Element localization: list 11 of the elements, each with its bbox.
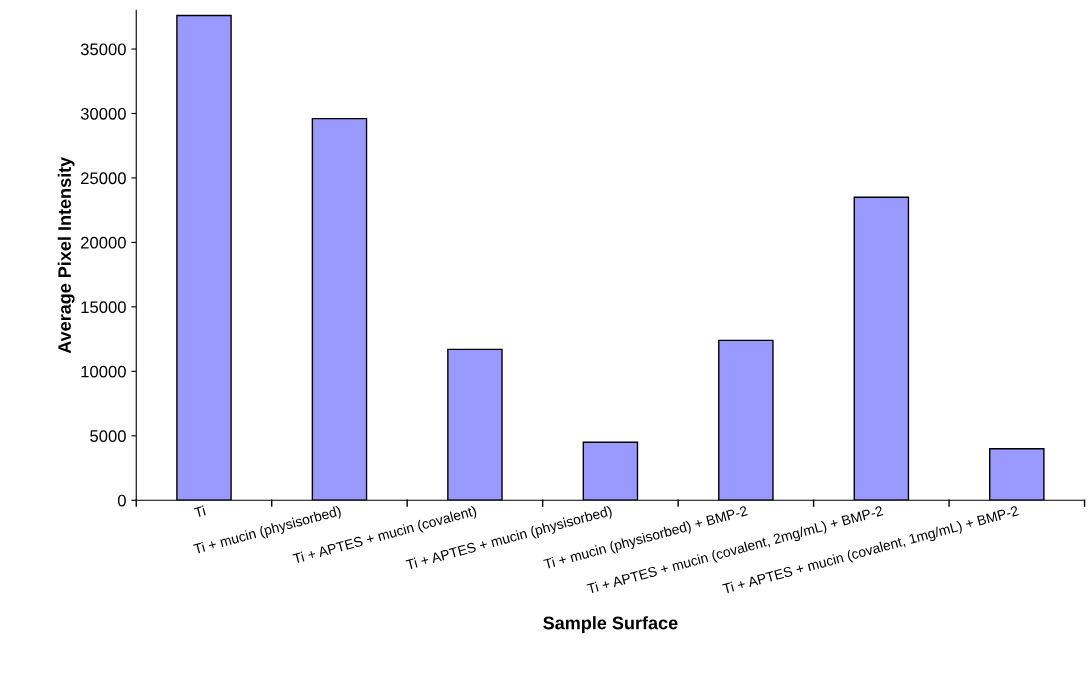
- y-tick-label: 25000: [81, 172, 126, 185]
- y-tick-label: 35000: [80, 43, 126, 56]
- x-axis-title: Sample Surface: [543, 616, 678, 633]
- x-tick-label: Ti: [193, 505, 206, 518]
- y-tick-label: 10000: [81, 365, 126, 378]
- y-tick-label: 20000: [81, 236, 126, 249]
- y-tick-label: 30000: [80, 107, 126, 120]
- y-axis-title: Average Pixel Intensity: [57, 156, 75, 354]
- y-tick-label: 15000: [81, 301, 126, 314]
- y-tick-label: 5000: [90, 430, 126, 442]
- y-tick-label: 0: [117, 494, 126, 507]
